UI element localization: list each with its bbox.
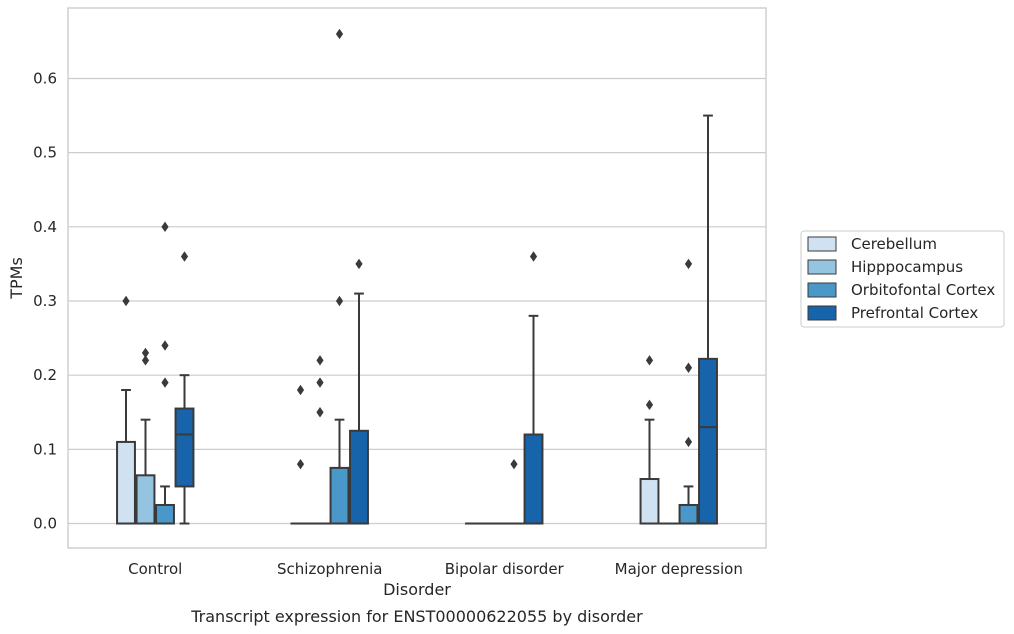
box-group [310, 355, 330, 525]
box [698, 357, 718, 525]
outlier-point [296, 458, 305, 470]
outlier-point [684, 258, 693, 270]
outlier-point [529, 251, 538, 262]
plot-frame [67, 7, 767, 549]
box-group [174, 251, 195, 525]
y-tick-label: 0.1 [33, 440, 57, 458]
outlier-point [161, 221, 169, 233]
outlier-point [161, 377, 169, 388]
outlier-point [161, 340, 169, 351]
box [135, 474, 156, 525]
y-tick-label: 0.6 [33, 69, 57, 87]
legend-label: Hipppocampus [851, 258, 963, 276]
box-group [523, 251, 544, 525]
outlier-point [180, 251, 189, 262]
outlier-point [355, 258, 363, 270]
y-tick-label: 0.4 [33, 218, 57, 236]
legend-frame [800, 230, 1005, 328]
box-group [290, 384, 311, 525]
box-plot-area [116, 28, 718, 525]
box-group [504, 458, 524, 525]
box-group [639, 355, 660, 525]
legend-label: Prefrontal Cortex [851, 304, 978, 322]
y-tick-label: 0.3 [33, 292, 57, 310]
outlier-point [684, 436, 693, 448]
outlier-point [684, 362, 693, 373]
box-group [329, 28, 350, 525]
x-tick-label: Bipolar disorder [445, 560, 565, 578]
legend: Cerebellum Hipppocampus Orbitofontal Corte… [800, 230, 1005, 328]
box [329, 466, 350, 525]
outlier-point [335, 28, 344, 40]
outlier-point [335, 295, 344, 307]
box-group [678, 258, 699, 525]
legend-swatch [807, 259, 837, 275]
y-axis-label: TPMs [7, 257, 26, 300]
y-tick-label: 0.2 [33, 366, 57, 384]
outlier-point [141, 355, 150, 366]
outlier-point [316, 407, 324, 418]
outlier-point [316, 355, 324, 366]
box [174, 407, 195, 488]
outlier-point [510, 458, 518, 470]
box-group [349, 258, 369, 525]
outlier-point [316, 377, 324, 388]
box [155, 503, 175, 525]
y-axis-ticks: 0.0 0.1 0.2 0.3 0.4 0.5 0.6 [33, 69, 57, 532]
y-tick-label: 0.0 [33, 515, 57, 533]
figure-caption: Transcript expression for ENST0000062205… [190, 607, 643, 626]
x-tick-label: Major depression [615, 560, 743, 578]
box [523, 433, 544, 525]
box [116, 440, 136, 525]
x-axis-ticks: Control Schizophrenia Bipolar disorder Majo… [128, 560, 743, 578]
outlier-point [645, 355, 654, 366]
outlier-point [141, 347, 150, 359]
legend-swatch [807, 305, 837, 321]
box-group [698, 114, 718, 525]
legend-label: Cerebellum [851, 235, 937, 253]
outlier-point [122, 295, 130, 307]
x-axis-label: Disorder [383, 580, 451, 599]
x-tick-label: Control [128, 560, 182, 578]
legend-label: Orbitofontal Cortex [851, 281, 995, 299]
x-tick-label: Schizophrenia [277, 560, 382, 578]
box-group [116, 295, 136, 525]
box [349, 429, 369, 525]
box-group [135, 347, 156, 525]
box-group [155, 221, 175, 525]
outlier-point [296, 384, 305, 396]
box [639, 478, 660, 525]
y-tick-label: 0.5 [33, 144, 57, 162]
outlier-point [645, 399, 654, 411]
legend-swatch [807, 236, 837, 252]
box [678, 503, 699, 525]
legend-swatch [807, 282, 837, 298]
